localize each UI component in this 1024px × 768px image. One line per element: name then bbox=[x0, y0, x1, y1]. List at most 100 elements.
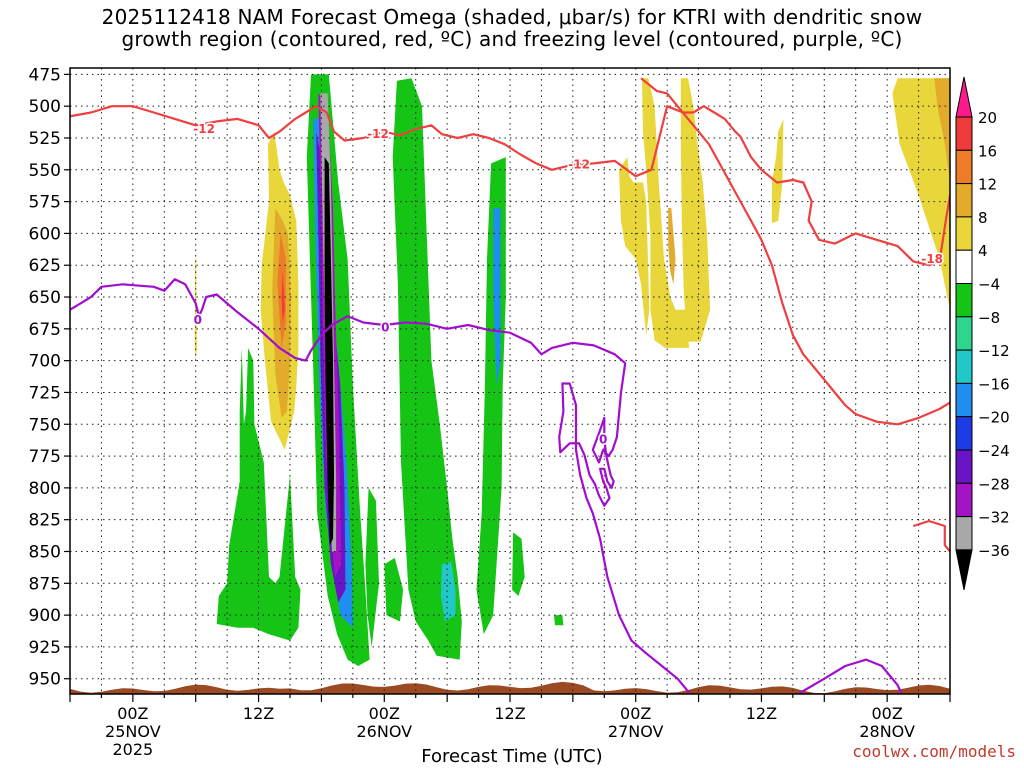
y-tick-label: 575 bbox=[29, 193, 61, 213]
colorbar-label: −28 bbox=[978, 475, 1010, 493]
y-tick-label: 875 bbox=[29, 574, 61, 594]
colorbar-label: −4 bbox=[978, 276, 1000, 294]
colorbar-label: −36 bbox=[978, 542, 1010, 560]
x-tick-label: 12Z bbox=[494, 704, 525, 723]
contour-line bbox=[640, 77, 950, 426]
colorbar-swatch bbox=[955, 382, 973, 418]
chart-title-line-2: growth region (contoured, red, ºC) and f… bbox=[121, 27, 903, 51]
omega-region bbox=[680, 78, 711, 342]
x-tick-label: 26NOV bbox=[356, 722, 412, 741]
y-axis: 475 500 525 550 575 600 625 650 675 700 725 750 775 8… bbox=[29, 65, 70, 690]
omega-region bbox=[194, 258, 197, 361]
contour-line bbox=[70, 278, 692, 694]
contour-line bbox=[797, 658, 903, 694]
omega-region bbox=[216, 347, 301, 641]
omega-region bbox=[277, 233, 286, 348]
x-tick-label: 2025 bbox=[112, 740, 153, 759]
contour-line bbox=[912, 519, 950, 553]
chart-title: 2025112418 NAM Forecast Omega (shaded, μ… bbox=[0, 6, 1024, 50]
colorbar-swatch bbox=[955, 416, 973, 451]
credit-link[interactable]: coolwx.com/models bbox=[852, 742, 1016, 761]
colorbar-label: −20 bbox=[978, 409, 1010, 427]
y-tick-label: 950 bbox=[29, 670, 61, 690]
colorbar-cap-bottom bbox=[955, 549, 973, 590]
omega-region bbox=[392, 78, 462, 660]
contour-label: 0 bbox=[381, 321, 389, 335]
omega-region bbox=[512, 532, 525, 596]
y-tick-label: 650 bbox=[29, 288, 61, 308]
colorbar-swatch bbox=[955, 516, 973, 551]
omega-region bbox=[493, 208, 501, 387]
colorbar-label: 16 bbox=[978, 142, 997, 160]
x-tick-label: 12Z bbox=[746, 704, 777, 723]
contour-label: -18 bbox=[921, 252, 943, 266]
omega-region bbox=[281, 271, 285, 323]
contour-line bbox=[70, 105, 950, 267]
colorbar-swatch bbox=[955, 116, 973, 151]
omega-region bbox=[476, 157, 506, 635]
y-tick-label: 725 bbox=[29, 383, 61, 403]
omega-region bbox=[384, 557, 404, 622]
omega-region bbox=[365, 487, 379, 647]
y-tick-label: 825 bbox=[29, 511, 61, 531]
colorbar-label: 8 bbox=[978, 209, 988, 227]
colorbar-cap-top bbox=[955, 76, 973, 118]
omega-region bbox=[771, 118, 784, 224]
contour-label: 0 bbox=[599, 433, 607, 447]
colorbar-label: 4 bbox=[978, 242, 988, 260]
omega-region bbox=[440, 561, 456, 622]
y-tick-label: 800 bbox=[29, 479, 61, 499]
omega-region bbox=[642, 78, 690, 348]
x-axis-title: Forecast Time (UTC) bbox=[421, 746, 603, 767]
omega-region bbox=[324, 157, 334, 546]
colorbar-label: 20 bbox=[978, 109, 997, 127]
chart-title-line-1: 2025112418 NAM Forecast Omega (shaded, μ… bbox=[101, 5, 923, 29]
grid-lines bbox=[70, 68, 950, 694]
y-tick-label: 700 bbox=[29, 352, 61, 372]
x-tick-label: 25NOV bbox=[105, 722, 161, 741]
y-tick-label: 475 bbox=[29, 65, 61, 85]
colorbar-label: −8 bbox=[978, 309, 1000, 327]
colorbar-swatch bbox=[955, 216, 973, 251]
y-tick-label: 850 bbox=[29, 542, 61, 562]
colorbar-swatch bbox=[955, 449, 973, 484]
colorbar-label: −24 bbox=[978, 442, 1010, 460]
colorbar-swatch bbox=[955, 183, 973, 218]
y-tick-label: 525 bbox=[29, 129, 61, 149]
colorbar-swatch bbox=[955, 283, 973, 318]
temperature-contours bbox=[70, 77, 950, 694]
y-tick-label: 625 bbox=[29, 256, 61, 276]
colorbar-swatch bbox=[955, 249, 973, 284]
terrain-band bbox=[70, 681, 950, 694]
colorbar-label: −16 bbox=[978, 375, 1010, 393]
x-tick-label: 00Z bbox=[620, 704, 651, 723]
x-tick-label: 00Z bbox=[369, 704, 400, 723]
contour-label: -12 bbox=[367, 127, 389, 141]
colorbar: 20 16 12 8 4 −4 −8 −12 −16 −20 −24 −28 −32 −36 bbox=[955, 76, 1010, 590]
contour-labels: -12 -12 -12 -18 0 0 0 bbox=[192, 121, 945, 448]
x-tick-label: 12Z bbox=[243, 704, 274, 723]
contour-label: 0 bbox=[194, 313, 202, 327]
y-tick-label: 775 bbox=[29, 447, 61, 467]
colorbar-label: −12 bbox=[978, 342, 1010, 360]
omega-region bbox=[619, 157, 650, 336]
omega-region bbox=[892, 78, 950, 310]
omega-region bbox=[554, 615, 564, 626]
y-tick-label: 500 bbox=[29, 97, 61, 117]
colorbar-swatch bbox=[955, 482, 973, 518]
x-tick-label: 28NOV bbox=[859, 722, 915, 741]
terrain bbox=[70, 681, 950, 694]
colorbar-swatch bbox=[955, 316, 973, 351]
x-tick-label: 27NOV bbox=[608, 722, 664, 741]
omega-shading bbox=[194, 74, 950, 666]
y-tick-label: 750 bbox=[29, 415, 61, 435]
y-tick-label: 600 bbox=[29, 224, 61, 244]
y-tick-label: 675 bbox=[29, 320, 61, 340]
contour-label: -12 bbox=[568, 158, 590, 172]
y-tick-label: 550 bbox=[29, 161, 61, 181]
y-tick-label: 925 bbox=[29, 638, 61, 658]
contour-label: -12 bbox=[193, 122, 215, 136]
colorbar-swatch bbox=[955, 349, 973, 384]
